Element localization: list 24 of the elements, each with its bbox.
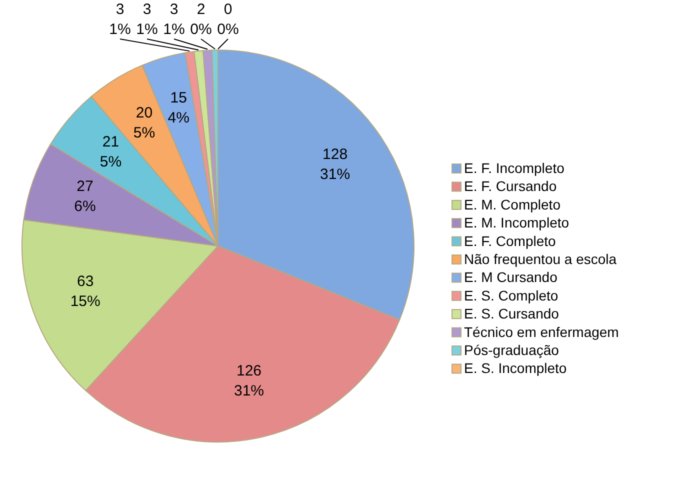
legend-label: E. F. Cursando <box>464 178 557 194</box>
data-label: 27 6% <box>74 178 96 215</box>
data-label: 63 15% <box>70 273 100 310</box>
legend-label: E. F. Completo <box>464 232 556 249</box>
data-label: 128 31% <box>320 146 350 184</box>
data-label: 2 0% <box>190 1 212 38</box>
legend-label: E. M. Incompleto <box>464 214 570 231</box>
data-label: 21 5% <box>100 133 122 170</box>
legend-label: Técnico em enfermagem <box>464 324 619 340</box>
legend-label: E. F. Incompleto <box>464 160 565 176</box>
text: 0 0% <box>217 1 239 38</box>
data-label: 3 1% <box>136 1 158 38</box>
legend-label: E. S. Incompleto <box>464 360 567 376</box>
legend-label: E. S. Cursando <box>464 306 560 322</box>
legend-label: Não frequentou a escola <box>464 251 617 267</box>
legend-label: E. M. Completo <box>464 196 561 212</box>
data-label: 3 1% <box>163 1 185 38</box>
legend-label: Pós-graduação <box>464 342 560 358</box>
legend-label: E. S. Completo <box>464 287 558 304</box>
data-label: 20 5% <box>133 104 156 142</box>
data-label: 3 1% <box>109 1 131 38</box>
data-label: 126 31% <box>234 362 264 400</box>
data-label: 15 4% <box>168 89 190 126</box>
legend-label: E. M Cursando <box>464 269 558 286</box>
